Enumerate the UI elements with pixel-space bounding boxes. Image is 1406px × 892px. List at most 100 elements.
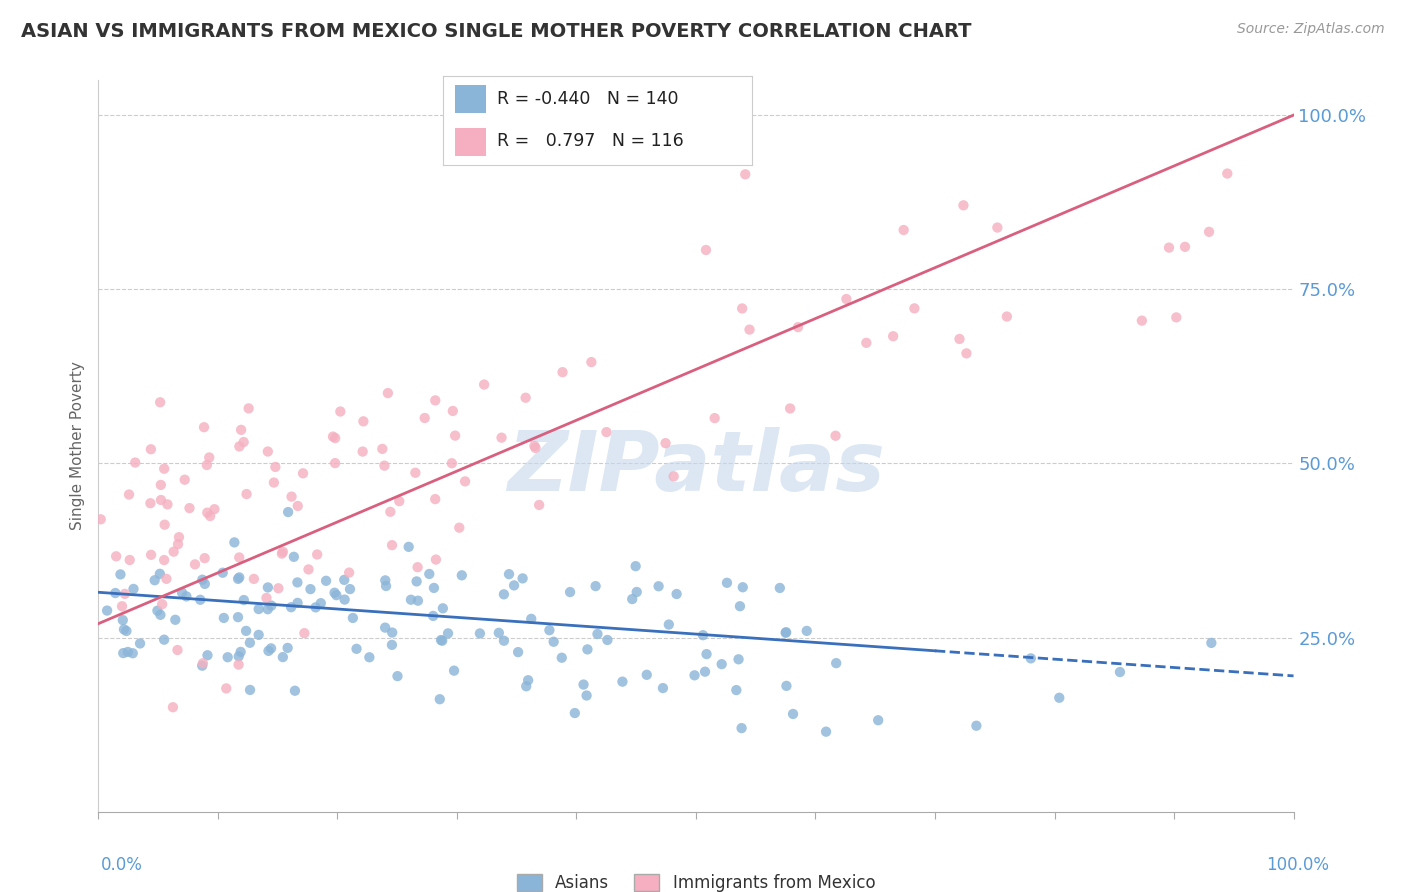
Text: Source: ZipAtlas.com: Source: ZipAtlas.com bbox=[1237, 22, 1385, 37]
Point bbox=[422, 608, 444, 623]
Point bbox=[373, 458, 395, 473]
Point bbox=[406, 593, 429, 607]
Point bbox=[952, 198, 974, 212]
Point bbox=[538, 623, 561, 637]
Point bbox=[149, 566, 172, 581]
Point bbox=[228, 657, 250, 672]
Point bbox=[381, 538, 404, 552]
Text: 0.0%: 0.0% bbox=[101, 855, 143, 873]
Point bbox=[728, 599, 751, 614]
Point bbox=[948, 332, 970, 346]
Point bbox=[551, 365, 574, 379]
Point bbox=[271, 545, 294, 559]
Point bbox=[280, 490, 302, 504]
Point bbox=[287, 575, 309, 590]
Point bbox=[256, 444, 278, 458]
Point bbox=[117, 645, 139, 659]
Point bbox=[112, 623, 135, 637]
Point bbox=[292, 626, 315, 640]
Point bbox=[139, 548, 162, 562]
Point bbox=[139, 442, 162, 457]
Point bbox=[315, 574, 337, 588]
Point bbox=[173, 473, 195, 487]
Point bbox=[346, 641, 368, 656]
Point bbox=[693, 665, 716, 679]
Point bbox=[194, 551, 217, 566]
Point bbox=[429, 692, 451, 706]
Point bbox=[184, 558, 207, 572]
Point bbox=[191, 573, 214, 587]
Point bbox=[323, 585, 346, 599]
Point bbox=[454, 475, 477, 489]
Point bbox=[271, 650, 294, 665]
Point bbox=[264, 459, 287, 474]
Point bbox=[238, 401, 260, 416]
Point bbox=[374, 574, 396, 588]
Point bbox=[111, 613, 134, 627]
Point bbox=[329, 404, 352, 418]
Point bbox=[787, 320, 810, 334]
Point bbox=[491, 431, 513, 445]
Point bbox=[903, 301, 925, 316]
Point bbox=[425, 492, 447, 507]
Point bbox=[1130, 313, 1153, 327]
Point bbox=[696, 647, 718, 661]
Point bbox=[247, 602, 270, 616]
Point bbox=[90, 512, 112, 526]
Point bbox=[267, 582, 290, 596]
Point bbox=[710, 657, 733, 672]
Point bbox=[325, 588, 347, 602]
Point bbox=[716, 575, 738, 590]
Point bbox=[575, 689, 598, 703]
Point bbox=[287, 499, 309, 513]
Point bbox=[683, 668, 706, 682]
Point bbox=[228, 570, 250, 584]
Point bbox=[612, 674, 634, 689]
Point bbox=[868, 713, 890, 727]
Point bbox=[377, 386, 399, 401]
Point bbox=[112, 646, 135, 660]
Point bbox=[621, 592, 644, 607]
Point bbox=[342, 611, 364, 625]
Text: ZIPatlas: ZIPatlas bbox=[508, 427, 884, 508]
Point bbox=[636, 667, 658, 681]
Point bbox=[782, 706, 804, 721]
Point bbox=[256, 602, 278, 616]
Point bbox=[543, 634, 565, 648]
Point bbox=[738, 322, 761, 336]
Point bbox=[437, 626, 460, 640]
Point bbox=[191, 658, 214, 673]
Point bbox=[333, 592, 356, 607]
Point bbox=[468, 626, 491, 640]
Point bbox=[406, 560, 429, 574]
Point bbox=[1201, 636, 1223, 650]
Point bbox=[576, 642, 599, 657]
Point bbox=[193, 420, 215, 434]
Point bbox=[725, 683, 748, 698]
Point bbox=[581, 355, 603, 369]
Point bbox=[257, 644, 280, 658]
Point bbox=[179, 501, 201, 516]
Text: R =   0.797   N = 116: R = 0.797 N = 116 bbox=[498, 132, 683, 151]
Point bbox=[149, 478, 172, 492]
Point bbox=[188, 592, 211, 607]
Point bbox=[121, 646, 143, 660]
Point bbox=[146, 604, 169, 618]
Point bbox=[198, 450, 221, 465]
Point bbox=[730, 721, 752, 735]
Point bbox=[162, 700, 184, 714]
Point bbox=[224, 535, 246, 549]
Legend: Asians, Immigrants from Mexico: Asians, Immigrants from Mexico bbox=[510, 867, 882, 892]
Point bbox=[156, 497, 179, 511]
Point bbox=[596, 632, 619, 647]
Point bbox=[512, 571, 534, 585]
Point bbox=[387, 669, 409, 683]
Point bbox=[176, 590, 198, 604]
Point bbox=[440, 456, 463, 470]
Point bbox=[824, 429, 846, 443]
Point bbox=[232, 593, 254, 607]
Point bbox=[498, 567, 520, 582]
Point bbox=[503, 578, 526, 592]
Point bbox=[734, 167, 756, 181]
Point bbox=[388, 494, 411, 508]
